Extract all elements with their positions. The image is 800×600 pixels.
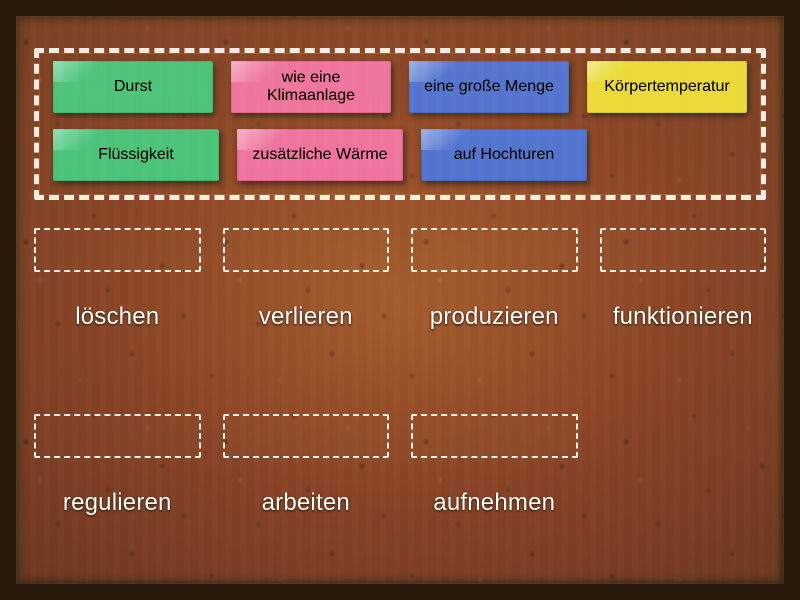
card-tray: Durst wie eine Klimaanlage eine große Me… bbox=[34, 48, 766, 200]
card-row-1: Durst wie eine Klimaanlage eine große Me… bbox=[53, 61, 747, 113]
card-koerpertemperatur[interactable]: Körpertemperatur bbox=[587, 61, 747, 113]
spacer bbox=[223, 362, 390, 396]
card-auf-hochturen[interactable]: auf Hochturen bbox=[421, 129, 587, 181]
verb-produzieren: produzieren bbox=[411, 290, 578, 344]
drop-area: löschen verlieren produzieren funktionie… bbox=[34, 228, 766, 574]
drop-slot-regulieren[interactable] bbox=[34, 414, 201, 458]
verb-aufnehmen: aufnehmen bbox=[411, 476, 578, 530]
verb-verlieren: verlieren bbox=[223, 290, 390, 344]
verb-loeschen: löschen bbox=[34, 290, 201, 344]
spacer bbox=[34, 362, 201, 396]
drop-slot-verlieren[interactable] bbox=[223, 228, 390, 272]
card-eine-grosse-menge[interactable]: eine große Menge bbox=[409, 61, 569, 113]
drop-slot-arbeiten[interactable] bbox=[223, 414, 390, 458]
spacer bbox=[600, 362, 767, 396]
verb-arbeiten: arbeiten bbox=[223, 476, 390, 530]
corkboard: Durst wie eine Klimaanlage eine große Me… bbox=[0, 0, 800, 600]
verb-regulieren: regulieren bbox=[34, 476, 201, 530]
card-row-2: Flüssigkeit zusätzliche Wärme auf Hochtu… bbox=[53, 129, 747, 181]
card-zusaetzliche-waerme[interactable]: zusätzliche Wärme bbox=[237, 129, 403, 181]
drop-grid: löschen verlieren produzieren funktionie… bbox=[34, 228, 766, 530]
drop-slot-loeschen[interactable] bbox=[34, 228, 201, 272]
card-wie-eine-klimaanlage[interactable]: wie eine Klimaanlage bbox=[231, 61, 391, 113]
verb-funktionieren: funktionieren bbox=[600, 290, 767, 344]
card-fluessigkeit[interactable]: Flüssigkeit bbox=[53, 129, 219, 181]
spacer bbox=[411, 362, 578, 396]
drop-slot-produzieren[interactable] bbox=[411, 228, 578, 272]
card-durst[interactable]: Durst bbox=[53, 61, 213, 113]
drop-slot-funktionieren[interactable] bbox=[600, 228, 767, 272]
drop-slot-aufnehmen[interactable] bbox=[411, 414, 578, 458]
